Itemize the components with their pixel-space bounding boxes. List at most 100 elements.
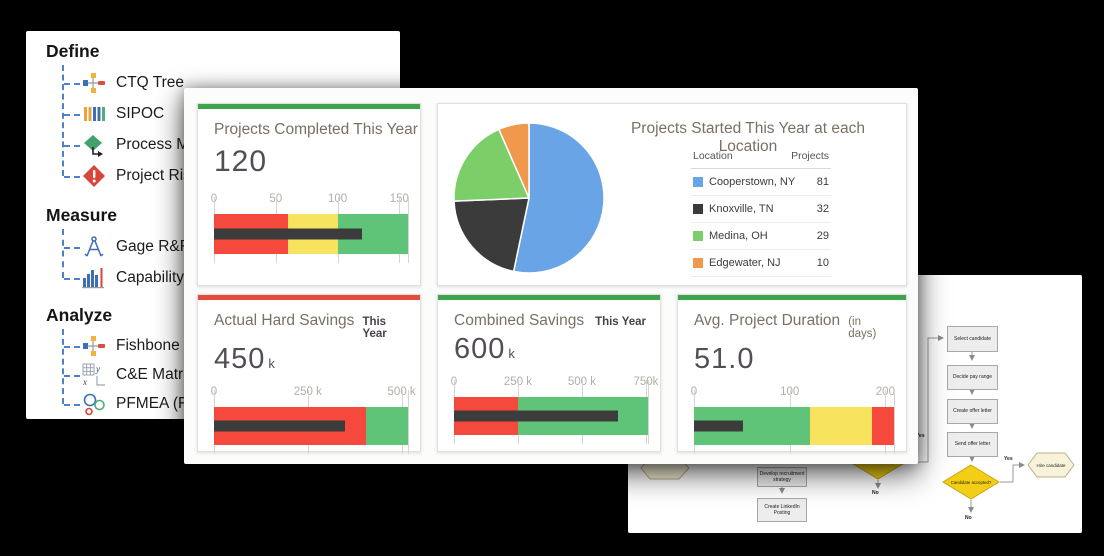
gridline	[894, 390, 895, 454]
legend-label: Edgewater, NJ	[709, 257, 781, 269]
sidebar-item-ctq-tree[interactable]: CTQ Tree	[62, 67, 400, 98]
kpi-value: 450	[214, 343, 266, 375]
pie-slice-cooperstown-ny	[512, 122, 605, 274]
qualitative-range	[809, 407, 872, 445]
gridline	[408, 197, 409, 263]
sidebar-item-label: Project Risk	[116, 166, 199, 184]
sidebar-item-c-e-matrix[interactable]: y x C&E Matrix	[62, 360, 400, 389]
card-title: Actual Hard Savings	[214, 312, 355, 329]
card-title: Projects Completed This Year	[214, 121, 418, 138]
tree-section-define: Define CTQ Tree SIPOC Process Map Project Ri…	[46, 41, 400, 191]
measure-bar	[214, 420, 346, 432]
tree-branch-line	[64, 277, 80, 280]
measure-bar	[694, 420, 743, 432]
tree-branch-line	[64, 82, 80, 85]
measure-bar	[454, 410, 618, 422]
tree-branch-line	[64, 403, 80, 406]
section-header-measure: Measure	[46, 205, 118, 225]
sidebar-item-process-map[interactable]: Process Map	[62, 129, 400, 160]
pie-slice-knoxville-tn	[453, 197, 530, 273]
flow-label-no-main: No	[965, 515, 972, 521]
kpi-card-projects-completed: Projects Completed This Year 120 0501001…	[197, 103, 421, 286]
fishbone-icon	[82, 334, 106, 358]
legend-swatch	[693, 231, 703, 241]
capability-icon	[82, 266, 106, 290]
flow-terminal-hire-candidate[interactable]: Hire candidate	[1027, 452, 1075, 478]
kpi-card-avg-project-duration: Avg. Project Duration (in days) 51.0 010…	[677, 294, 907, 454]
kpi-suffix: k	[508, 346, 515, 361]
dashboard-panel: Projects Completed This Year 120 0501001…	[184, 88, 918, 464]
pie-slice-edgewater-nj	[497, 122, 530, 199]
card-subtitle: (in days)	[848, 316, 877, 340]
section-header-analyze: Analyze	[46, 305, 113, 325]
sidebar-item-label: Fishbone	[116, 336, 180, 354]
legend-swatch	[693, 204, 703, 214]
legend-row: Knoxville, TN 32	[691, 196, 831, 223]
sidebar-item-label: Process Map	[116, 135, 207, 153]
kpi-card-combined-savings: Combined Savings This Year 600 k 0250 k5…	[437, 294, 661, 452]
legend-row: Cooperstown, NY 81	[691, 169, 831, 196]
flow-step-send-offer-letter[interactable]: Send offer letter	[947, 432, 998, 457]
flow-step-decide-pay-range[interactable]: Decide pay range	[947, 365, 998, 390]
tree-connector-line	[62, 229, 64, 278]
pie-card-projects-by-location: Projects Started This Year at each Locat…	[437, 103, 907, 286]
measure-bar	[214, 228, 363, 240]
kpi-value: 51.0	[694, 343, 755, 375]
sidebar-item-sipoc[interactable]: SIPOC	[62, 98, 400, 129]
pie-chart	[453, 122, 605, 274]
flow-step-develop-recruitment-strategy[interactable]: Develop recruitment strategy	[757, 467, 807, 487]
legend-value: 29	[816, 230, 829, 242]
flow-label-no-side: No	[872, 490, 879, 496]
sipoc-icon	[82, 102, 106, 126]
svg-text:Hire candidate: Hire candidate	[1036, 463, 1066, 468]
card-accent-bar	[438, 295, 660, 300]
sidebar-item-project-risk[interactable]: Project Risk	[62, 160, 400, 191]
card-subtitle: This Year	[595, 316, 646, 328]
tree-branch-line	[64, 246, 80, 249]
section-header-define: Define	[46, 41, 100, 61]
kpi-value: 600	[454, 333, 506, 365]
legend-value: 10	[816, 257, 829, 269]
tree-connector-line	[62, 65, 64, 176]
pie-slice-medina-oh	[453, 128, 531, 202]
legend-value: 32	[816, 203, 829, 215]
card-accent-bar	[198, 104, 420, 109]
legend-label: Cooperstown, NY	[709, 176, 796, 188]
gage-rr-icon	[82, 235, 106, 259]
qualitative-range	[365, 407, 408, 445]
qualitative-range	[871, 407, 894, 445]
legend-swatch	[693, 177, 703, 187]
legend-row: Medina, OH 29	[691, 223, 831, 250]
sidebar-item-label: CTQ Tree	[116, 73, 185, 91]
svg-text:Candidate accepted?: Candidate accepted?	[951, 480, 992, 485]
process-map-icon	[82, 133, 106, 157]
sidebar-item-gage-r-r[interactable]: Gage R&R	[62, 231, 400, 262]
legend-col-location: Location	[693, 150, 733, 162]
gridline	[408, 390, 409, 454]
flow-step-select-candidate[interactable]: Select candidate	[947, 326, 998, 352]
svg-text:y: y	[95, 364, 100, 374]
pfmea-icon	[82, 392, 106, 416]
sidebar-item-capability[interactable]: Capability	[62, 262, 400, 293]
flow-step-create-linkedin-posting[interactable]: Create LinkedIn Posting	[757, 498, 807, 522]
flow-decision-candidate-accepted[interactable]: Candidate accepted?	[942, 464, 1000, 500]
sidebar-item-fishbone[interactable]: Fishbone	[62, 331, 400, 360]
kpi-value: 120	[214, 145, 268, 178]
legend-label: Knoxville, TN	[709, 203, 774, 215]
pie-legend: Location Projects Cooperstown, NY 81 Knoxv…	[691, 150, 831, 277]
kpi-suffix: k	[268, 356, 275, 371]
project-risk-icon	[82, 164, 106, 188]
sidebar-item-label: C&E Matrix	[116, 365, 195, 383]
kpi-card-actual-hard-savings: Actual Hard Savings This Year 450 k 0250…	[197, 294, 421, 454]
legend-value: 81	[816, 176, 829, 188]
sidebar-item-label: Capability	[116, 268, 185, 286]
flow-step-create-offer-letter[interactable]: Create offer letter	[947, 399, 998, 424]
tree-branch-line	[64, 113, 80, 116]
tree-connector-line	[62, 329, 64, 404]
gridline	[648, 380, 649, 444]
ctq-tree-icon	[82, 71, 106, 95]
